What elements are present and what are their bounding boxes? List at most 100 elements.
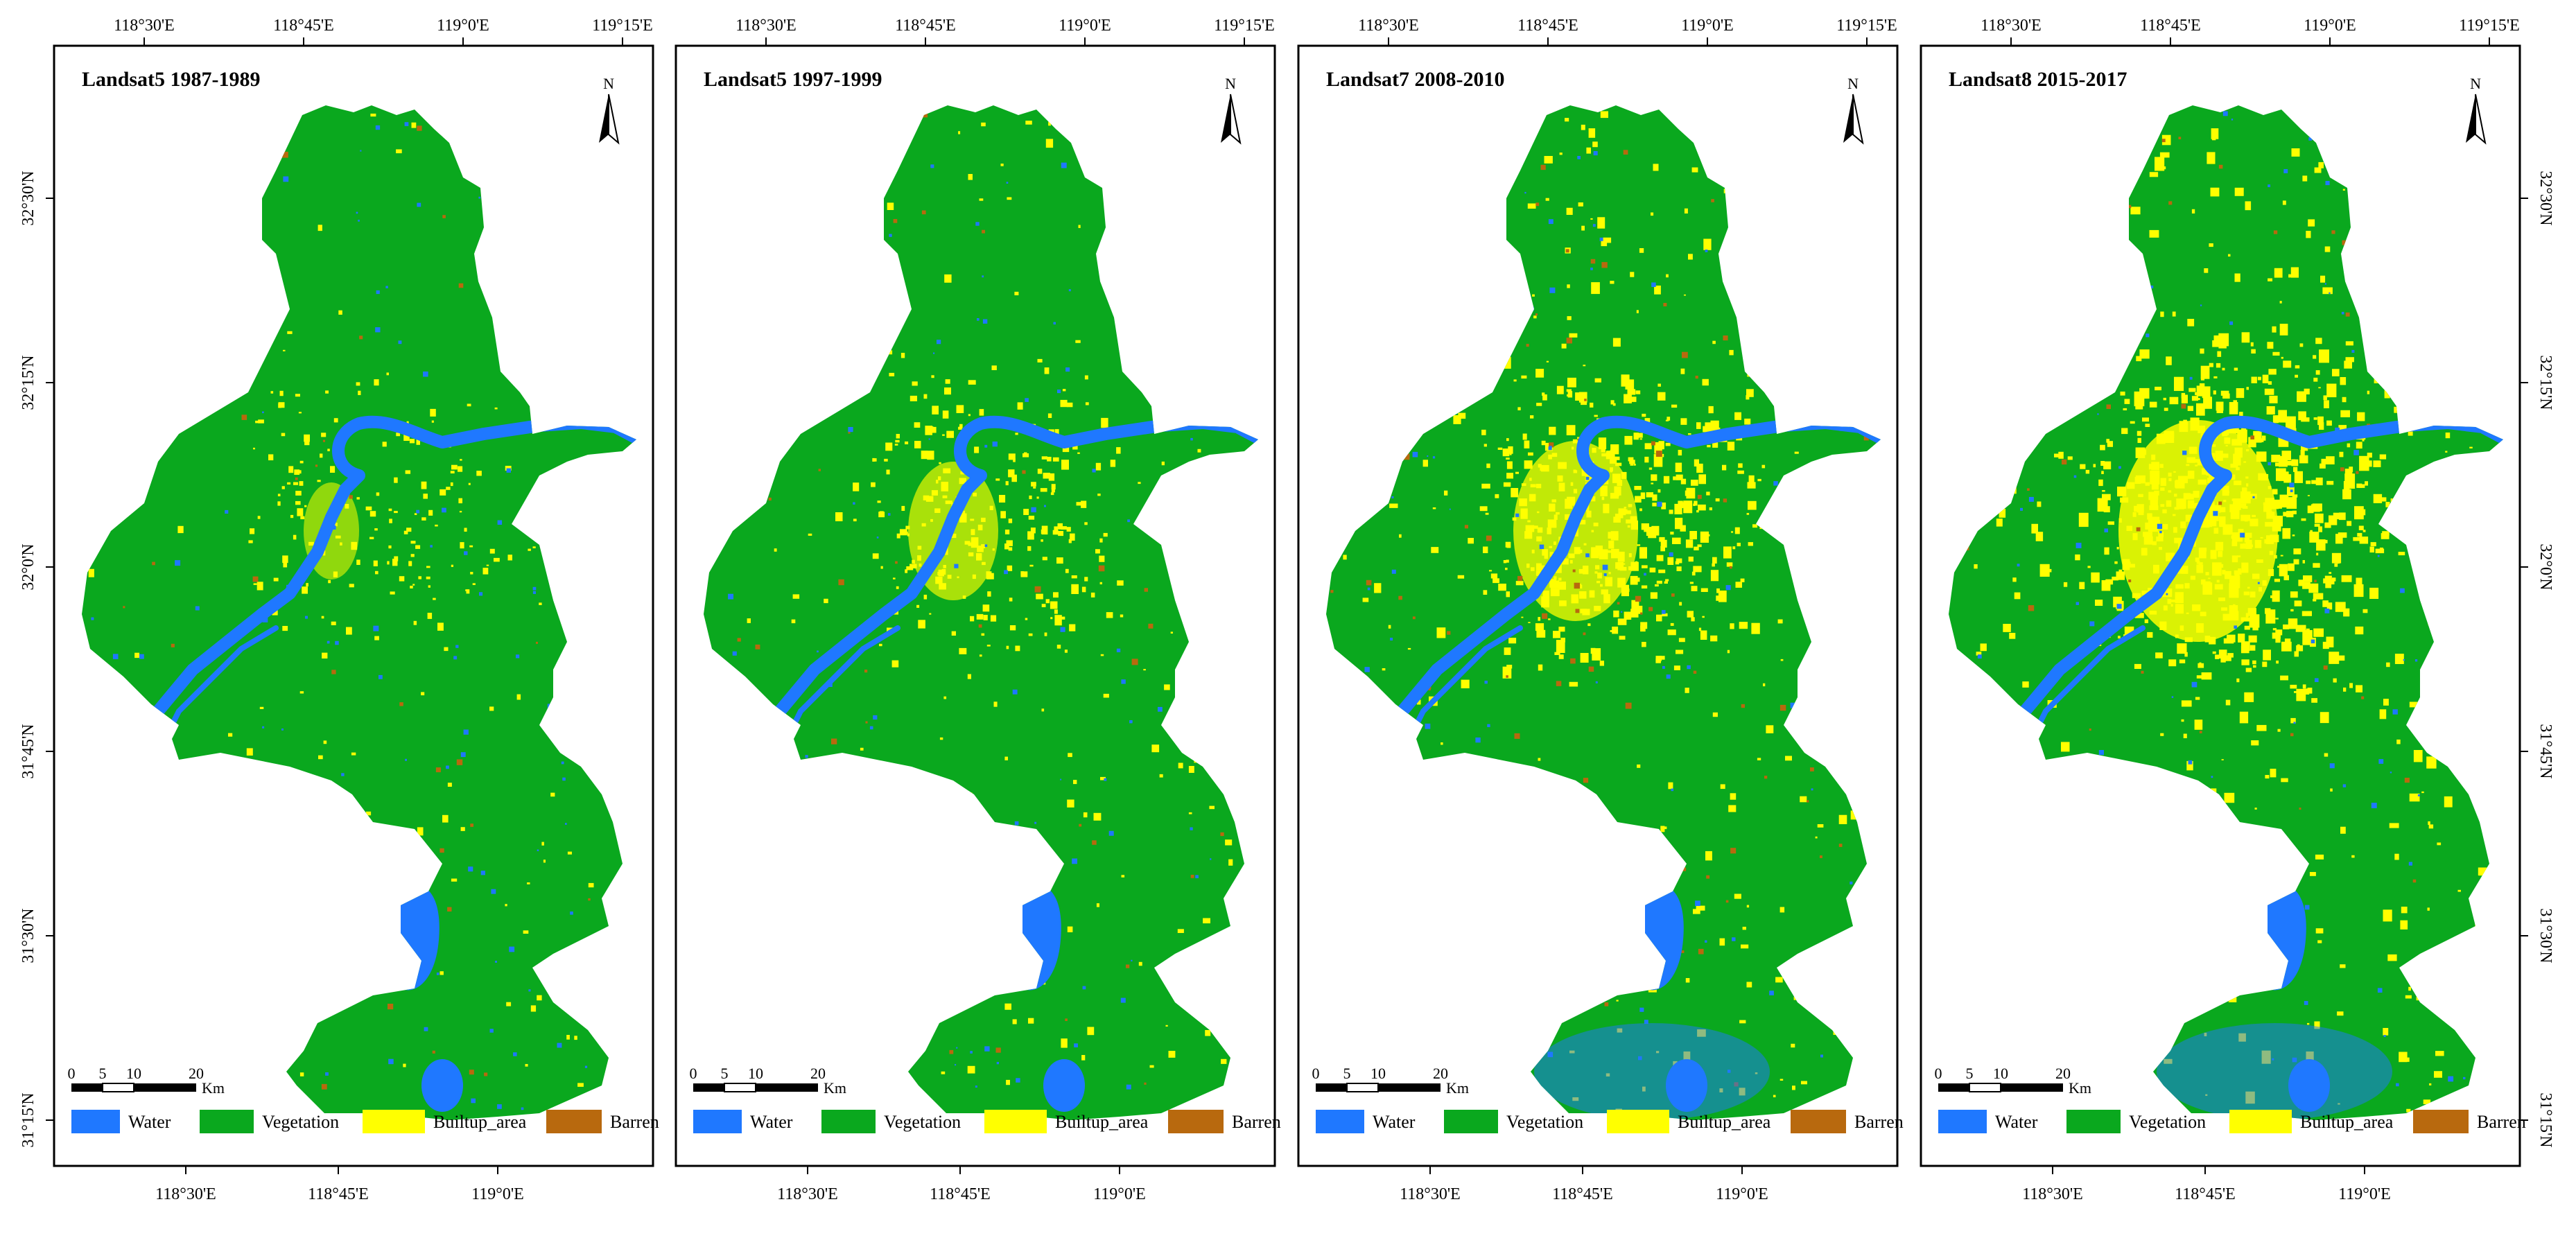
bottom-longitude-tick: 119°0'E (471, 1185, 524, 1203)
reservoir (1043, 1059, 1085, 1112)
scale-bar-tick: 20 (810, 1065, 826, 1082)
bottom-longitude-tick: 119°0'E (2338, 1185, 2391, 1203)
legend-label: Water (1373, 1112, 1416, 1132)
latitude-tick: 32°0'N (19, 543, 37, 590)
latitude-tick: 32°30'N (2536, 171, 2555, 225)
latitude-tick: 31°45'N (2536, 724, 2555, 778)
scale-bar-tick: 0 (68, 1065, 76, 1082)
north-arrow-icon: N (1843, 75, 1864, 145)
legend: Water Vegetation Builtup_area Barren (693, 1110, 1281, 1133)
legend-label: Builtup_area (433, 1112, 527, 1132)
map-title: Landsat5 1997-1999 (704, 68, 882, 91)
top-longitude-tick: 118°30'E (736, 17, 797, 35)
scale-bar-tick: 5 (99, 1065, 107, 1082)
legend-label: Water (1995, 1112, 2038, 1132)
legend-swatch (2229, 1110, 2292, 1133)
legend-swatch (1938, 1110, 1987, 1133)
top-longitude-tick: 118°45'E (2140, 17, 2201, 35)
latitude-tick: 31°15'N (19, 1092, 37, 1147)
north-arrow-icon: N (2466, 75, 2487, 145)
scale-bar-tick: 5 (721, 1065, 729, 1082)
top-longitude-tick: 119°15'E (2459, 17, 2520, 35)
map-title: Landsat7 2008-2010 (1326, 68, 1505, 91)
latitude-tick: 31°30'N (2536, 908, 2555, 963)
top-longitude-tick: 119°15'E (592, 17, 653, 35)
top-longitude-tick: 119°0'E (2304, 17, 2356, 35)
vegetation-area (704, 105, 1258, 1120)
scale-bar-unit: Km (2069, 1079, 2091, 1097)
legend-label: Barren (1232, 1112, 1281, 1132)
map-title: Landsat5 1987-1989 (82, 68, 261, 91)
legend-swatch (821, 1110, 876, 1133)
scale-bar-tick: 5 (1343, 1065, 1351, 1082)
north-arrow-label: N (1225, 75, 1236, 92)
bottom-longitude-tick: 118°45'E (930, 1185, 991, 1203)
legend: Water Vegetation Builtup_area Barren (71, 1110, 659, 1133)
reservoir (1666, 1059, 1707, 1112)
bottom-longitude-tick: 118°30'E (777, 1185, 838, 1203)
legend-swatch (693, 1110, 742, 1133)
legend-swatch (363, 1110, 425, 1133)
latitude-tick: 32°30'N (19, 171, 37, 225)
legend-swatch (984, 1110, 1047, 1133)
scale-bar-unit: Km (202, 1079, 225, 1097)
bottom-longitude-tick: 118°45'E (1552, 1185, 1613, 1203)
latitude-tick: 31°30'N (19, 908, 37, 963)
scale-bar-tick: 0 (1935, 1065, 1942, 1082)
bottom-longitude-tick: 118°45'E (308, 1185, 369, 1203)
legend-label: Barren (610, 1112, 659, 1132)
latitude-tick: 32°0'N (2536, 543, 2555, 590)
top-longitude-tick: 119°15'E (1214, 17, 1275, 35)
legend: Water Vegetation Builtup_area Barren (1938, 1110, 2526, 1133)
river (753, 415, 1258, 773)
north-arrow-label: N (603, 75, 614, 92)
vegetation-area (82, 105, 636, 1120)
top-longitude-tick: 118°30'E (1358, 17, 1419, 35)
top-longitude-tick: 119°0'E (437, 17, 489, 35)
north-arrow-icon: N (599, 75, 620, 145)
river (131, 415, 636, 773)
top-longitude-tick: 118°45'E (273, 17, 334, 35)
land-cover-texture (1326, 108, 1881, 1120)
legend-swatch (1316, 1110, 1364, 1133)
latitude-tick: 32°15'N (19, 355, 37, 410)
legend-swatch (1607, 1110, 1669, 1133)
top-longitude-tick: 119°0'E (1681, 17, 1734, 35)
land-cover-texture (1950, 110, 2503, 1120)
legend-label: Water (128, 1112, 171, 1132)
reservoir (421, 1059, 463, 1112)
north-arrow-label: N (1847, 75, 1859, 92)
bottom-longitude-tick: 118°30'E (2022, 1185, 2083, 1203)
legend-swatch (1168, 1110, 1224, 1133)
scale-bar-tick: 20 (1433, 1065, 1448, 1082)
top-longitude-tick: 119°0'E (1059, 17, 1111, 35)
scale-bar-tick: 20 (2055, 1065, 2071, 1082)
bottom-longitude-tick: 118°45'E (2175, 1185, 2236, 1203)
scale-bar-tick: 0 (690, 1065, 697, 1082)
legend-label: Barren (2477, 1112, 2526, 1132)
legend-swatch (200, 1110, 254, 1133)
scale-bar-tick: 10 (1993, 1065, 2008, 1082)
legend-swatch (71, 1110, 120, 1133)
legend-swatch (2413, 1110, 2469, 1133)
scale-bar-unit: Km (824, 1079, 846, 1097)
legend-swatch (546, 1110, 602, 1133)
legend-label: Water (750, 1112, 793, 1132)
legend-label: Vegetation (2129, 1112, 2206, 1132)
legend-label: Vegetation (1506, 1112, 1583, 1132)
vegetation-area (1326, 105, 1881, 1120)
top-longitude-tick: 118°45'E (895, 17, 956, 35)
scale-bar-tick: 20 (189, 1065, 204, 1082)
latitude-tick: 32°15'N (2536, 355, 2555, 410)
bottom-longitude-tick: 119°0'E (1716, 1185, 1768, 1203)
latitude-tick: 31°45'N (19, 724, 37, 778)
bottom-longitude-tick: 119°0'E (1093, 1185, 1146, 1203)
legend-label: Builtup_area (1055, 1112, 1149, 1132)
north-arrow-label: N (2470, 75, 2481, 92)
top-longitude-tick: 118°30'E (1981, 17, 2042, 35)
north-arrow-icon: N (1221, 75, 1242, 145)
